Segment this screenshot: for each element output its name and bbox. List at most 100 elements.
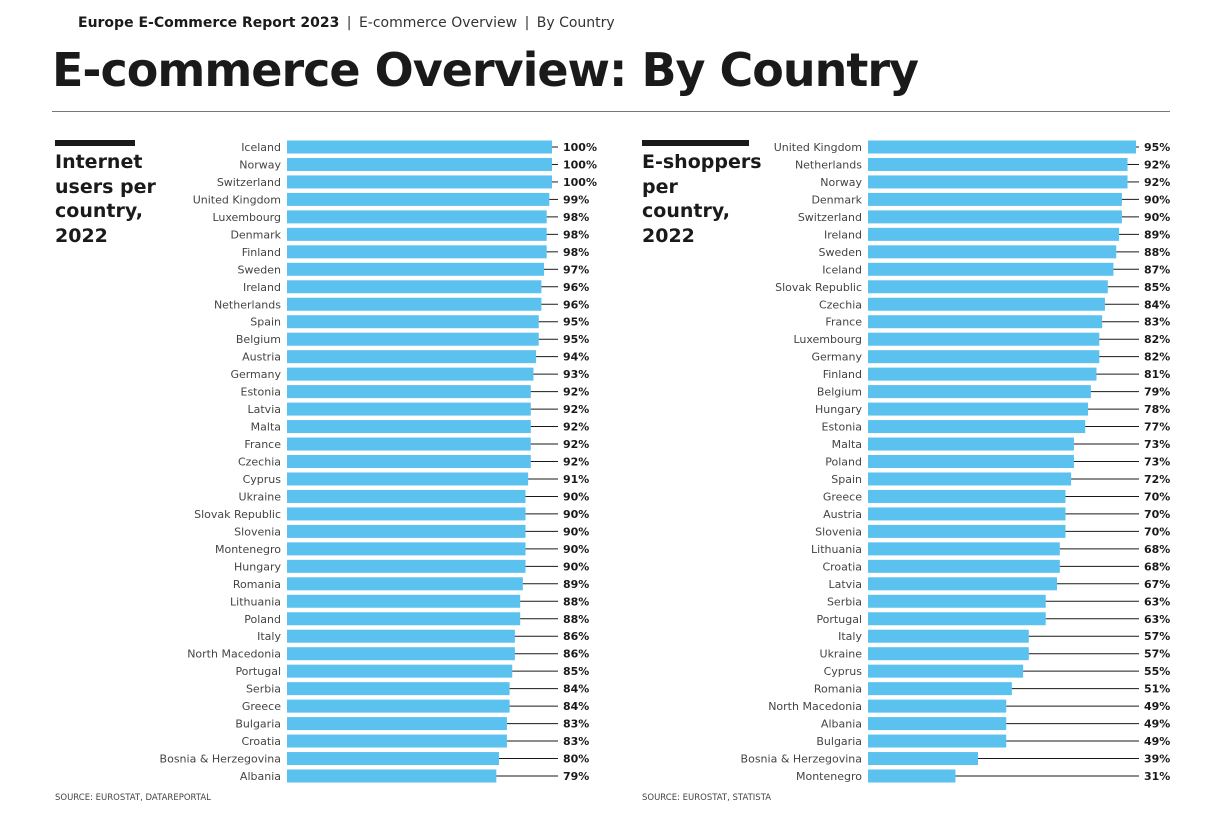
internet-users-value-label: 91% [563, 473, 589, 486]
breadcrumb-separator: | [346, 15, 352, 31]
internet-users-bar [287, 682, 510, 696]
internet-users-bar [287, 297, 542, 311]
e-shoppers-value-label: 82% [1144, 333, 1170, 346]
internet-users-category-label: Iceland [241, 141, 281, 154]
breadcrumb-separator: | [524, 15, 530, 31]
internet-users-bar [287, 647, 515, 661]
e-shoppers-category-label: Spain [831, 473, 862, 486]
internet-users-bar [287, 210, 547, 224]
internet-users-value-label: 84% [563, 700, 589, 713]
internet-users-bar [287, 734, 507, 748]
internet-users-bar [287, 577, 523, 591]
e-shoppers-category-label: Romania [814, 683, 862, 696]
internet-users-category-label: Denmark [230, 228, 281, 241]
e-shoppers-value-label: 70% [1144, 508, 1170, 521]
e-shoppers-bar [868, 192, 1122, 206]
internet-users-category-label: Belgium [236, 333, 281, 346]
internet-users-category-label: Portugal [235, 665, 281, 678]
internet-users-category-label: Czechia [238, 456, 281, 469]
e-shoppers-bar [868, 280, 1108, 294]
e-shoppers-value-label: 73% [1144, 456, 1170, 469]
e-shoppers-category-label: Portugal [816, 613, 862, 626]
internet-users-value-label: 92% [563, 386, 589, 399]
e-shoppers-bar [868, 297, 1105, 311]
internet-users-bar [287, 524, 526, 538]
left-panel-accent-bar [55, 140, 135, 146]
internet-users-category-label: Albania [240, 770, 281, 783]
e-shoppers-category-label: Czechia [819, 298, 862, 311]
e-shoppers-category-label: Finland [823, 368, 862, 381]
e-shoppers-category-label: Serbia [827, 595, 862, 608]
e-shoppers-value-label: 31% [1144, 770, 1170, 783]
internet-users-value-label: 92% [563, 403, 589, 416]
internet-users-bar [287, 752, 499, 766]
internet-users-bar [287, 245, 547, 259]
internet-users-value-label: 83% [563, 735, 589, 748]
e-shoppers-value-label: 68% [1144, 560, 1170, 573]
internet-users-bar [287, 227, 547, 241]
e-shoppers-value-label: 63% [1144, 613, 1170, 626]
internet-users-category-label: France [244, 438, 281, 451]
internet-users-bar [287, 455, 531, 468]
breadcrumb: Europe E-Commerce Report 2023 | E-commer… [78, 15, 615, 31]
breadcrumb-section: E-commerce Overview [358, 15, 518, 31]
internet-users-value-label: 90% [563, 543, 589, 556]
e-shoppers-value-label: 57% [1144, 630, 1170, 643]
e-shoppers-value-label: 49% [1144, 700, 1170, 713]
e-shoppers-value-label: 90% [1144, 211, 1170, 224]
e-shoppers-category-label: United Kingdom [774, 141, 862, 154]
e-shoppers-bar [868, 245, 1117, 259]
e-shoppers-category-label: Slovenia [815, 525, 862, 538]
internet-users-category-label: Bosnia & Herzegovina [160, 753, 281, 766]
internet-users-category-label: Hungary [234, 560, 281, 573]
e-shoppers-category-label: Hungary [815, 403, 862, 416]
e-shoppers-category-label: Italy [838, 630, 862, 643]
e-shoppers-bar [868, 769, 956, 783]
internet-users-category-label: Croatia [241, 735, 281, 748]
internet-users-category-label: Finland [242, 246, 281, 259]
internet-users-bar [287, 612, 521, 626]
e-shoppers-category-label: Lithuania [811, 543, 862, 556]
e-shoppers-bar [868, 524, 1066, 538]
e-shoppers-bar [868, 559, 1060, 573]
internet-users-category-label: Sweden [238, 263, 281, 276]
e-shoppers-value-label: 90% [1144, 193, 1170, 206]
e-shoppers-category-label: Montenegro [796, 770, 862, 783]
internet-users-value-label: 98% [563, 228, 589, 241]
internet-users-value-label: 89% [563, 578, 589, 591]
internet-users-bar [287, 157, 552, 171]
internet-users-value-label: 86% [563, 630, 589, 643]
e-shoppers-bar [868, 734, 1007, 748]
internet-users-bar [287, 437, 531, 451]
internet-users-value-label: 100% [563, 158, 597, 171]
internet-users-value-label: 90% [563, 560, 589, 573]
e-shoppers-category-label: Ireland [824, 228, 862, 241]
e-shoppers-bar [868, 385, 1091, 399]
e-shoppers-bar [868, 350, 1100, 364]
e-shoppers-category-label: North Macedonia [768, 700, 862, 713]
title-divider [52, 111, 1170, 112]
e-shoppers-value-label: 70% [1144, 525, 1170, 538]
internet-users-category-label: Austria [242, 351, 281, 364]
breadcrumb-subsection: By Country [536, 15, 615, 31]
e-shoppers-bar [868, 140, 1136, 154]
internet-users-value-label: 95% [563, 333, 589, 346]
internet-users-category-label: Bulgaria [235, 718, 281, 731]
e-shoppers-category-label: Norway [820, 176, 862, 189]
internet-users-chart-title: Internet users per country, 2022 [55, 151, 156, 247]
e-shoppers-category-label: Poland [825, 456, 862, 469]
e-shoppers-bar [868, 594, 1046, 608]
internet-users-category-label: United Kingdom [193, 193, 281, 206]
internet-users-bar [287, 559, 526, 573]
e-shoppers-chart-title: E-shoppers per country, 2022 [642, 151, 762, 247]
e-shoppers-bar [868, 717, 1007, 731]
internet-users-category-label: Ireland [243, 281, 281, 294]
internet-users-category-label: Ukraine [239, 490, 282, 503]
internet-users-value-label: 97% [563, 263, 589, 276]
internet-users-value-label: 90% [563, 508, 589, 521]
internet-users-value-label: 80% [563, 753, 589, 766]
e-shoppers-value-label: 67% [1144, 578, 1170, 591]
internet-users-bar [287, 664, 513, 678]
e-shoppers-bar [868, 664, 1024, 678]
e-shoppers-bar [868, 227, 1120, 241]
